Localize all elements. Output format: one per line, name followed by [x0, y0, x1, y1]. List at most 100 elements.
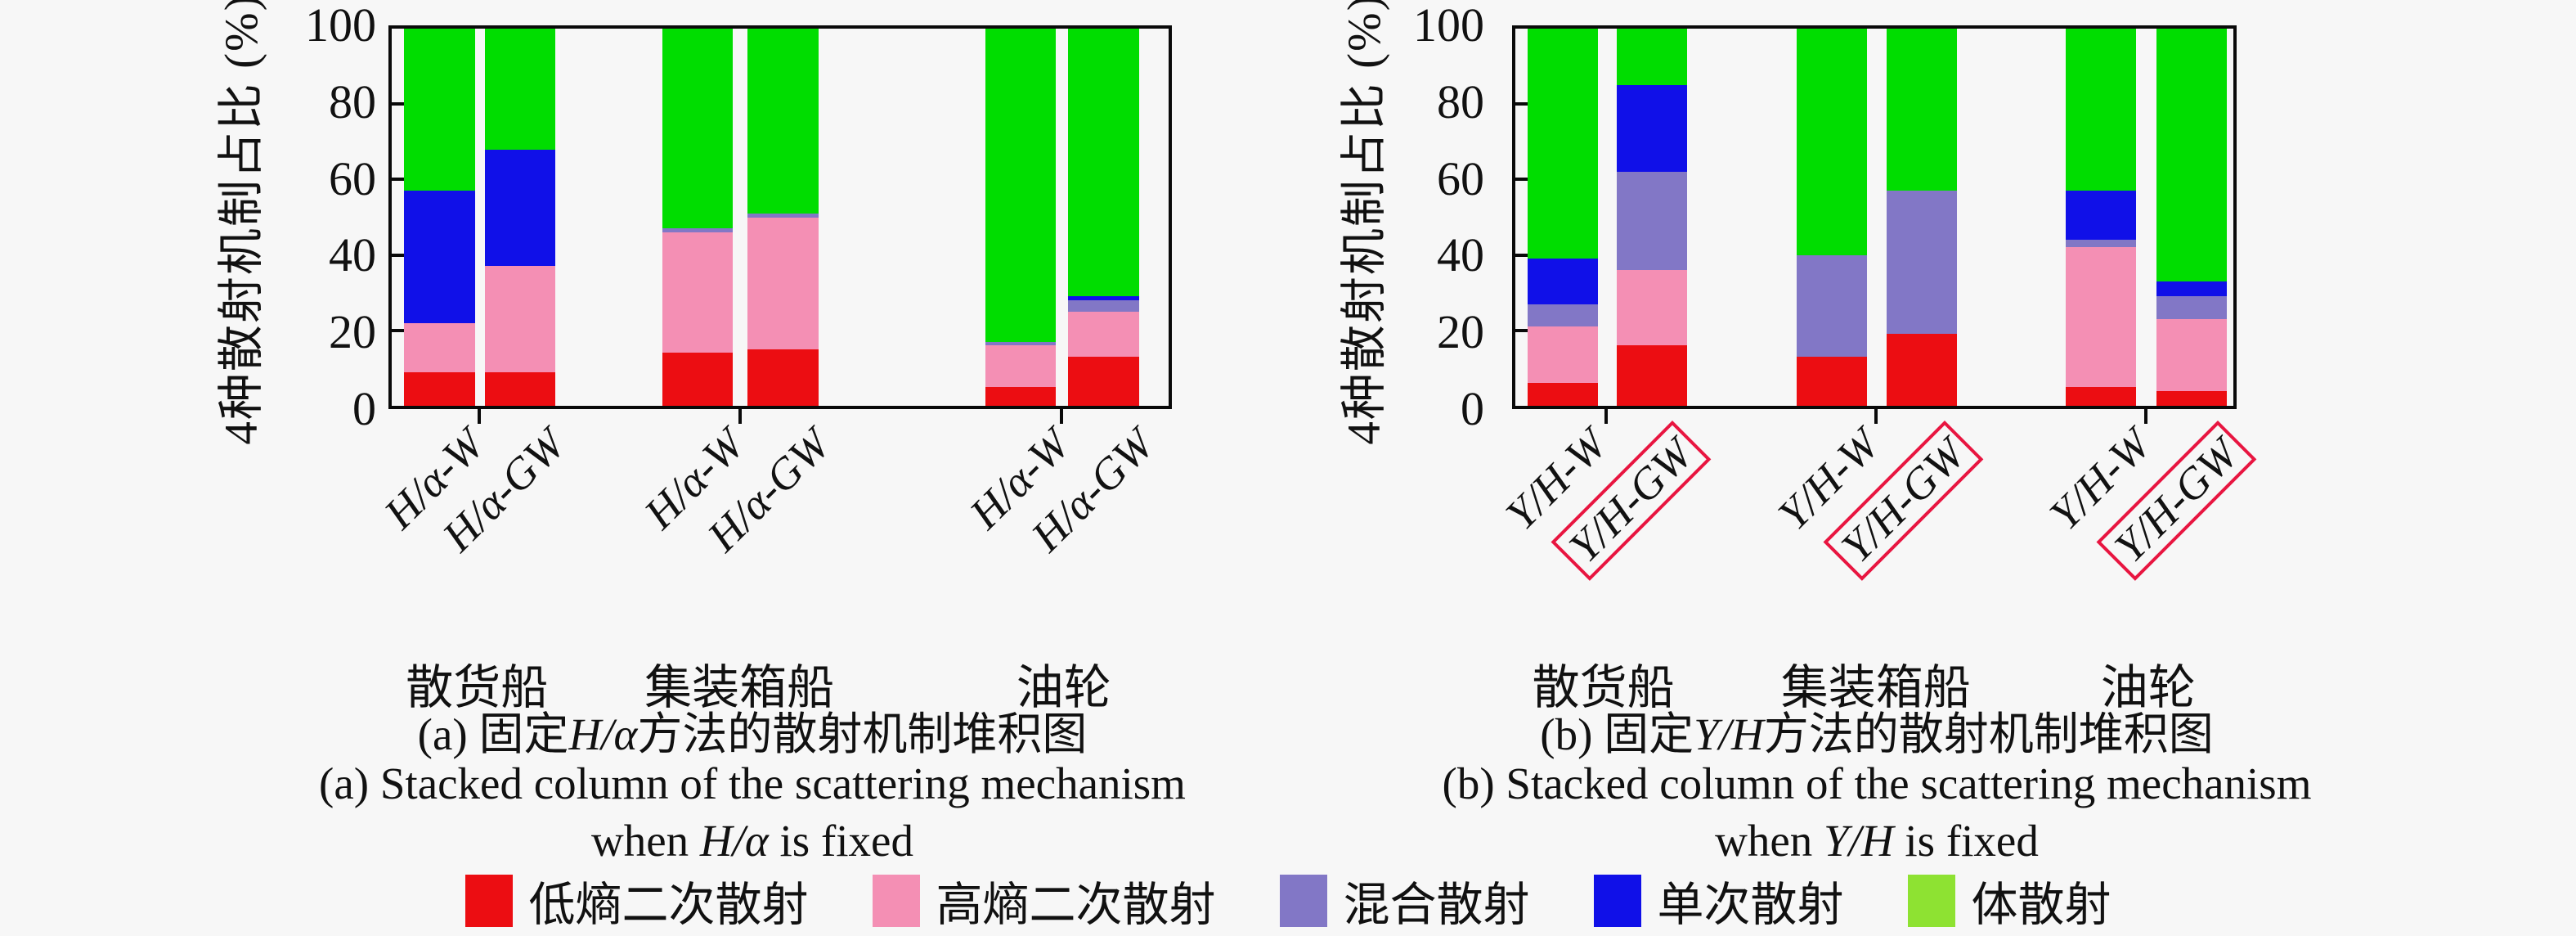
x-tick-mark — [1059, 409, 1063, 424]
group-label: 散货船 — [406, 661, 549, 714]
bar-segment — [662, 353, 734, 406]
bar-segment — [2156, 296, 2228, 319]
legend-item: 混合散射 — [1279, 867, 1530, 934]
y-axis-tick-labels-b: 0 20 40 60 80 100 — [1239, 2, 1484, 433]
legend-label: 体散射 — [1971, 880, 2112, 931]
plot-area-b — [1512, 25, 2237, 424]
legend-item: 体散射 — [1907, 867, 2112, 934]
y-axis-tick-labels-a: 0 20 40 60 80 100 — [131, 2, 376, 433]
caption-zh-b-suffix: 方法的散射机制堆积图 — [1763, 709, 2214, 759]
stacked-bar — [1616, 29, 1687, 406]
bar-segment — [2156, 318, 2228, 391]
bar-segment — [1068, 29, 1139, 297]
y-tick-mark — [392, 328, 408, 332]
bar-segment — [1616, 29, 1687, 86]
legend-item: 单次散射 — [1593, 867, 1844, 934]
x-tick-mark — [1604, 409, 1608, 424]
bar-segment — [1616, 85, 1687, 173]
stacked-bar — [1797, 29, 1868, 406]
y-tick-label-60: 60 — [329, 151, 376, 205]
caption-en-a-math: H/α — [699, 816, 769, 866]
group-label: 集装箱船 — [644, 661, 835, 714]
legend-label: 低熵二次散射 — [528, 880, 809, 931]
stacked-bar — [747, 29, 819, 406]
y-tick-label-20: 20 — [1437, 305, 1484, 359]
group-label: 集装箱船 — [1780, 661, 1971, 714]
legend-label: 高熵二次散射 — [936, 880, 1216, 931]
caption-zh-b: (b) 固定Y/H方法的散射机制堆积图 — [1223, 697, 2531, 763]
bar-segment — [2066, 240, 2137, 248]
bar-labels-a: H/α-W H/α-GW H/α-W H/α-GW H/α-W H/α-GW — [375, 414, 1172, 659]
bar-segment — [404, 191, 475, 323]
bar-segment — [662, 228, 734, 232]
caption-zh-b-math: Y/H — [1694, 709, 1764, 759]
bar-segment — [1886, 334, 1957, 406]
bar-segment — [1886, 29, 1957, 191]
caption-zh-a: (a) 固定H/α方法的散射机制堆积图 — [98, 697, 1407, 763]
caption-en-b-prefix: when — [1715, 816, 1824, 866]
y-tick-label-80: 80 — [1437, 74, 1484, 128]
caption-en-line1-b: (b) Stacked column of the scattering mec… — [1442, 758, 2312, 808]
bar-segment — [1068, 357, 1139, 406]
stacked-bar — [985, 29, 1057, 406]
bar-segment — [404, 29, 475, 191]
bar-labels-b: Y/H-W Y/H-GW Y/H-W Y/H-GW Y/H-W Y/H-GW — [1497, 414, 2256, 659]
bar-segment — [747, 213, 819, 218]
stacked-bar — [485, 29, 556, 406]
x-tick-mark — [1874, 409, 1878, 424]
stacked-bar — [2066, 29, 2137, 406]
y-tick-label-40: 40 — [329, 228, 376, 282]
bar-segment — [747, 29, 819, 214]
bar-segment — [1527, 29, 1598, 259]
bar-segment — [662, 232, 734, 353]
caption-zh-a-prefix: (a) 固定 — [417, 709, 569, 759]
y-tick-mark — [392, 253, 408, 257]
plot-area-a — [388, 25, 1172, 424]
bar-segment — [485, 266, 556, 372]
bar-segment — [1527, 326, 1598, 384]
caption-en-a-suffix: is fixed — [768, 816, 913, 866]
y-tick-label-100: 100 — [1413, 0, 1484, 52]
stacked-bar — [2156, 29, 2228, 406]
caption-en-line2-b: when Y/H is fixed — [1223, 815, 2531, 866]
bar-segment — [1616, 270, 1687, 346]
legend-swatch — [872, 875, 920, 927]
bar-segment — [485, 149, 556, 267]
bar-segment — [485, 29, 556, 150]
bar-segment — [1527, 304, 1598, 327]
bar-segment — [1068, 296, 1139, 300]
x-tick-mark — [478, 409, 482, 424]
bar-segment — [2066, 29, 2137, 191]
y-tick-label-60: 60 — [1437, 151, 1484, 205]
bar-segment — [2156, 281, 2228, 297]
stacked-bar — [1886, 29, 1957, 406]
bar-segment — [662, 29, 734, 229]
y-tick-mark — [1515, 328, 1532, 332]
bar-segment — [985, 29, 1057, 342]
bar-segment — [1797, 254, 1868, 358]
caption-en-a-prefix: when — [591, 816, 700, 866]
legend-label: 单次散射 — [1657, 880, 1844, 931]
bar-segment — [2156, 390, 2228, 406]
stacked-bar — [1068, 29, 1139, 406]
caption-en-line2-a: when H/α is fixed — [98, 815, 1407, 866]
bar-segment — [1527, 259, 1598, 304]
caption-en-line1-a: (a) Stacked column of the scattering mec… — [319, 758, 1186, 808]
caption-zh-b-prefix: (b) 固定 — [1540, 709, 1694, 759]
x-tick-mark — [738, 409, 742, 424]
y-tick-mark — [1515, 102, 1532, 106]
y-tick-label-100: 100 — [305, 0, 376, 52]
bar-segment — [1797, 357, 1868, 406]
bar-segment — [1068, 311, 1139, 358]
y-tick-label-80: 80 — [329, 74, 376, 128]
bar-segment — [404, 322, 475, 372]
legend-item: 高熵二次散射 — [872, 867, 1216, 934]
group-labels-a: 散货船 集装箱船 油轮 — [388, 649, 1172, 714]
bar-segment — [747, 349, 819, 406]
y-tick-label-0: 0 — [1461, 382, 1484, 435]
y-tick-mark — [392, 102, 408, 106]
bar-segment — [1616, 172, 1687, 271]
legend-swatch — [1593, 875, 1641, 927]
stacked-bar — [662, 29, 734, 406]
